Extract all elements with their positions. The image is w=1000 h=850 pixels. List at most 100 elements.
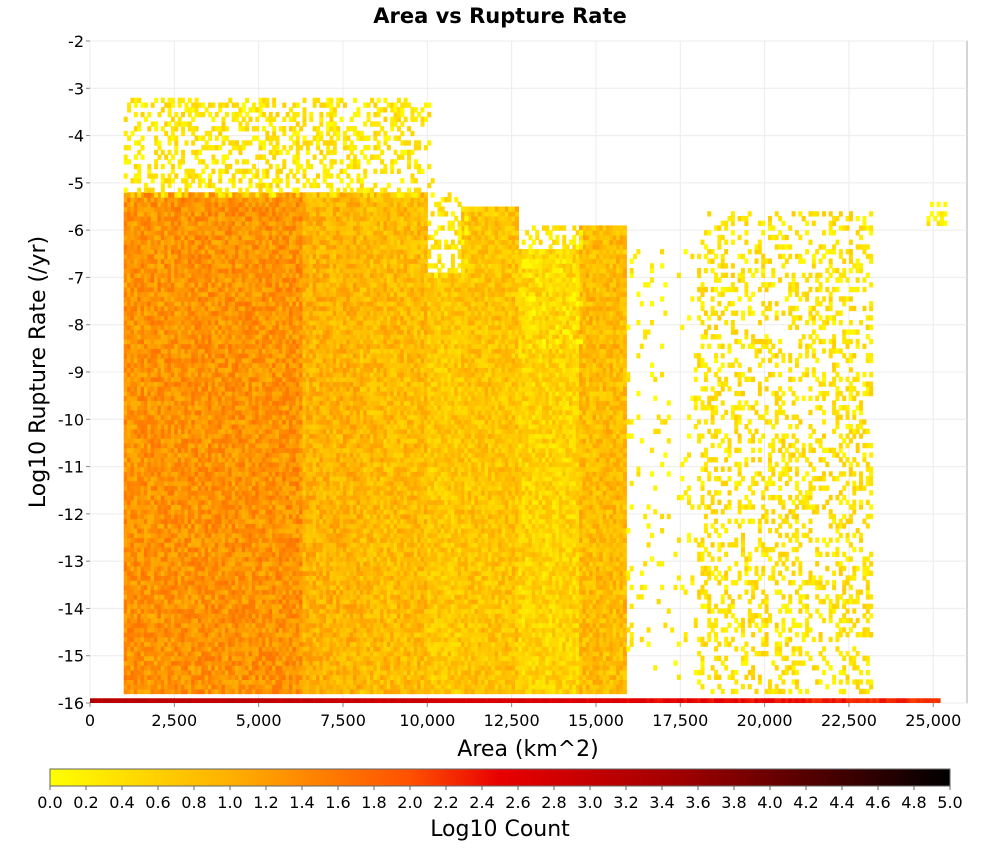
heatmap-cell (143, 348, 148, 354)
heatmap-cell (268, 201, 273, 208)
heatmap-cell (160, 584, 165, 591)
heatmap-cell (143, 509, 148, 515)
heatmap-cell (218, 424, 223, 430)
heatmap-cell (258, 466, 263, 472)
heatmap-cell (241, 428, 246, 435)
heatmap-cell (133, 376, 138, 383)
heatmap-cell (241, 556, 246, 562)
heatmap-cell (248, 684, 253, 690)
heatmap-cell (228, 301, 233, 307)
heatmap-cell (268, 494, 273, 501)
heatmap-cell (184, 447, 189, 453)
heatmap-cell (235, 362, 240, 368)
heatmap-cell (221, 381, 226, 387)
heatmap-cell (167, 244, 172, 250)
heatmap-cell (154, 556, 159, 562)
heatmap-cell (228, 348, 233, 354)
heatmap-cell (191, 589, 196, 595)
heatmap-cell (191, 485, 196, 491)
heatmap-cell (181, 201, 186, 208)
heatmap-cell (143, 570, 148, 576)
heatmap-cell (231, 319, 236, 326)
heatmap-cell (258, 461, 263, 468)
heatmap-cell (130, 249, 135, 255)
heatmap-cell (204, 286, 209, 293)
heatmap-cell (140, 438, 145, 444)
heatmap-cell (204, 206, 209, 212)
heatmap-cell (174, 551, 179, 558)
heatmap-cell (241, 684, 246, 690)
heatmap-cell (245, 267, 250, 274)
heatmap-cell (184, 480, 189, 487)
heatmap-cell (191, 192, 196, 198)
heatmap-cell (248, 480, 253, 487)
heatmap-cell (191, 518, 196, 524)
heatmap-cell (181, 594, 186, 600)
heatmap-cell (201, 409, 206, 416)
heatmap-cell (150, 471, 155, 477)
heatmap-cell (211, 580, 216, 586)
heatmap-cell (160, 201, 165, 208)
heatmap-cell (181, 301, 186, 307)
heatmap-cell (248, 504, 253, 510)
heatmap-cell (147, 513, 152, 520)
heatmap-cell (150, 211, 155, 217)
heatmap-cell (238, 409, 243, 416)
heatmap-cell (235, 215, 240, 222)
heatmap-cell (164, 414, 169, 420)
heatmap-cell (137, 679, 142, 685)
heatmap-cell (164, 372, 169, 378)
heatmap-cell (150, 424, 155, 430)
heatmap-cell (201, 523, 206, 529)
heatmap-cell (143, 386, 148, 392)
heatmap-cell (262, 542, 266, 548)
heatmap-cell (231, 211, 236, 217)
heatmap-cell (147, 414, 152, 420)
heatmap-cell (127, 225, 132, 231)
heatmap-cell (160, 447, 165, 453)
heatmap-cell (130, 655, 135, 662)
heatmap-cell (268, 580, 273, 586)
heatmap-cell (251, 334, 256, 340)
heatmap-cell (258, 660, 263, 666)
heatmap-cell (147, 305, 152, 312)
heatmap-cell (248, 466, 253, 472)
heatmap-cell (133, 565, 138, 572)
heatmap-cell (255, 622, 260, 628)
heatmap-cell (164, 211, 169, 217)
heatmap-cell (262, 580, 266, 586)
heatmap-cell (238, 636, 243, 643)
heatmap-cell (137, 494, 142, 501)
heatmap-cell (184, 594, 189, 600)
heatmap-cell (238, 532, 243, 539)
heatmap-cell (245, 688, 250, 695)
heatmap-cell (197, 603, 202, 610)
heatmap-cell (123, 372, 128, 378)
heatmap-cell (160, 334, 165, 340)
heatmap-cell (140, 655, 145, 662)
heatmap-cell (181, 494, 186, 501)
heatmap-cell (147, 471, 152, 477)
heatmap-cell (278, 641, 283, 647)
heatmap-cell (251, 679, 256, 685)
heatmap-cell (201, 239, 206, 245)
heatmap-cell (251, 395, 256, 401)
heatmap-cell (127, 220, 132, 227)
heatmap-cell (197, 580, 202, 586)
heatmap-cell (221, 433, 226, 439)
heatmap-cell (235, 528, 240, 534)
heatmap-cell (245, 509, 250, 515)
heatmap-cell (231, 272, 236, 279)
heatmap-cell (191, 509, 196, 515)
heatmap-cell (238, 660, 243, 666)
heatmap-cell (278, 405, 283, 411)
heatmap-cell (133, 405, 138, 411)
heatmap-cell (255, 490, 260, 496)
heatmap-cell (224, 234, 229, 241)
heatmap-cell (164, 684, 169, 690)
heatmap-cell (238, 386, 243, 392)
heatmap-cell (211, 636, 216, 643)
heatmap-cell (181, 688, 186, 695)
heatmap-cell (140, 319, 145, 326)
heatmap-cell (150, 301, 155, 307)
